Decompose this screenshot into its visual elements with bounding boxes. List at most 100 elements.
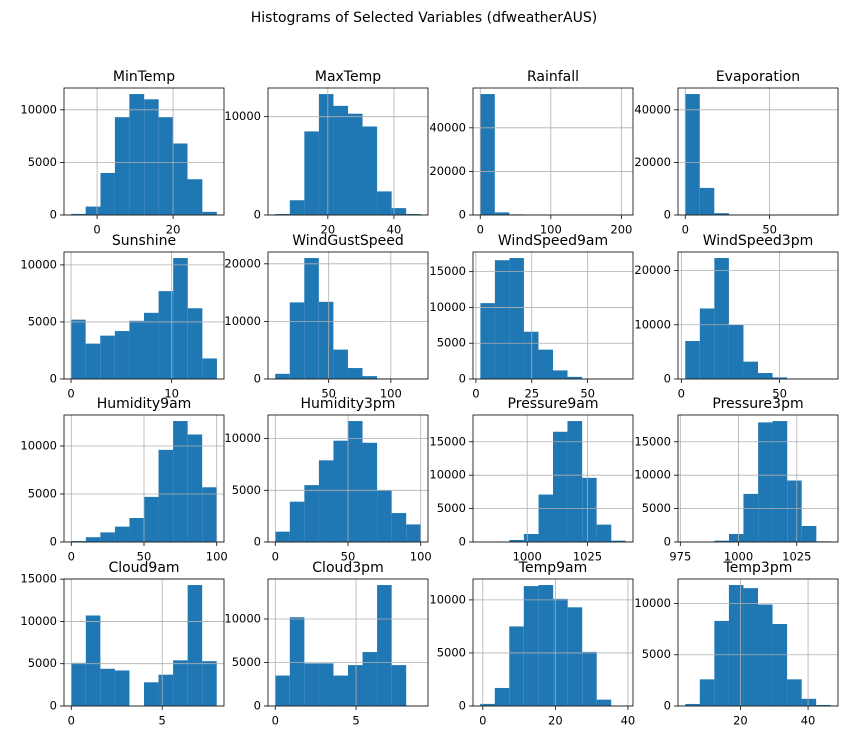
x-tick-label: 0 (93, 223, 100, 237)
bar (71, 663, 86, 706)
bar (319, 460, 334, 542)
y-tick-label: 15000 (634, 434, 671, 448)
subplot-title: Rainfall (527, 69, 579, 85)
y-tick-label: 0 (254, 699, 261, 713)
y-tick-label: 5000 (28, 487, 57, 501)
bar (363, 126, 378, 215)
y-tick-label: 0 (50, 699, 57, 713)
bar (787, 679, 802, 706)
bar (202, 358, 217, 379)
y-tick-label: 10000 (429, 592, 466, 606)
x-tick-label: 20 (733, 714, 748, 728)
bar (304, 258, 319, 379)
bar (333, 106, 348, 215)
bar (348, 421, 363, 542)
x-tick-label: 0 (272, 714, 279, 728)
x-tick-label: 0 (68, 714, 75, 728)
bar (524, 332, 539, 379)
bar (480, 303, 495, 379)
y-tick-label: 0 (664, 699, 671, 713)
bar (714, 258, 729, 379)
y-tick-label: 10000 (224, 109, 261, 123)
bar (597, 700, 612, 706)
bar (304, 131, 319, 215)
bar (333, 441, 348, 542)
bar (700, 679, 715, 706)
bar (392, 665, 407, 706)
y-tick-label: 10000 (20, 102, 57, 116)
bar (377, 191, 392, 215)
subplot-title: MaxTemp (315, 69, 381, 85)
y-tick-label: 5000 (437, 645, 466, 659)
y-tick-label: 10000 (20, 257, 57, 271)
y-tick-label: 10000 (224, 314, 261, 328)
bar (188, 434, 203, 542)
bar (538, 585, 553, 706)
bar (144, 313, 159, 379)
y-tick-label: 0 (254, 372, 261, 386)
y-tick-label: 0 (50, 372, 57, 386)
bar (173, 660, 188, 706)
y-tick-label: 0 (664, 535, 671, 549)
y-tick-label: 20000 (634, 263, 671, 277)
bar (275, 374, 290, 379)
y-tick-label: 40000 (634, 102, 671, 116)
bar (144, 497, 159, 542)
bar (202, 661, 217, 706)
bar (100, 336, 115, 379)
bar (159, 450, 174, 542)
x-tick-label: 0 (678, 387, 685, 401)
bar (159, 675, 174, 706)
x-tick-label: 40 (801, 714, 816, 728)
bar (319, 302, 334, 379)
bar (363, 652, 378, 706)
bar (173, 143, 187, 215)
bar (700, 308, 715, 379)
bar (392, 513, 407, 542)
y-tick-label: 15000 (429, 264, 466, 278)
bar (714, 621, 729, 706)
bar (773, 624, 788, 706)
bar (304, 663, 319, 706)
bar (144, 99, 158, 215)
bar (304, 485, 319, 542)
x-tick-label: 0 (272, 550, 279, 564)
bar (290, 302, 305, 379)
subplot-title: MinTemp (113, 69, 175, 85)
y-tick-label: 15000 (429, 434, 466, 448)
bar (377, 585, 392, 706)
y-tick-label: 20000 (429, 164, 466, 178)
bar (758, 605, 773, 706)
x-tick-label: 0 (479, 714, 486, 728)
bar (553, 432, 567, 542)
bar (729, 325, 744, 379)
bar (495, 260, 510, 379)
y-tick-label: 0 (459, 372, 466, 386)
bar (115, 527, 130, 542)
bar (333, 350, 348, 379)
bar (319, 94, 334, 215)
bar (159, 117, 173, 215)
subplot-title: Cloud9am (108, 560, 179, 576)
y-tick-label: 40000 (429, 120, 466, 134)
bar (495, 688, 510, 706)
x-tick-label: 5 (352, 714, 359, 728)
bar (685, 341, 700, 379)
y-tick-label: 0 (254, 208, 261, 222)
subplot-title: Humidity3pm (301, 396, 396, 412)
y-tick-label: 5000 (642, 647, 671, 661)
bar (700, 188, 715, 215)
y-tick-label: 0 (459, 535, 466, 549)
bar (275, 676, 290, 706)
y-tick-label: 10000 (20, 439, 57, 453)
bar (275, 532, 290, 542)
bar (129, 321, 144, 379)
bar (173, 258, 188, 379)
x-tick-label: 975 (669, 550, 691, 564)
bar (509, 258, 524, 379)
y-tick-label: 20000 (224, 256, 261, 270)
bar (290, 200, 305, 215)
subplot-title: Temp9am (518, 560, 587, 576)
bar (86, 537, 101, 542)
